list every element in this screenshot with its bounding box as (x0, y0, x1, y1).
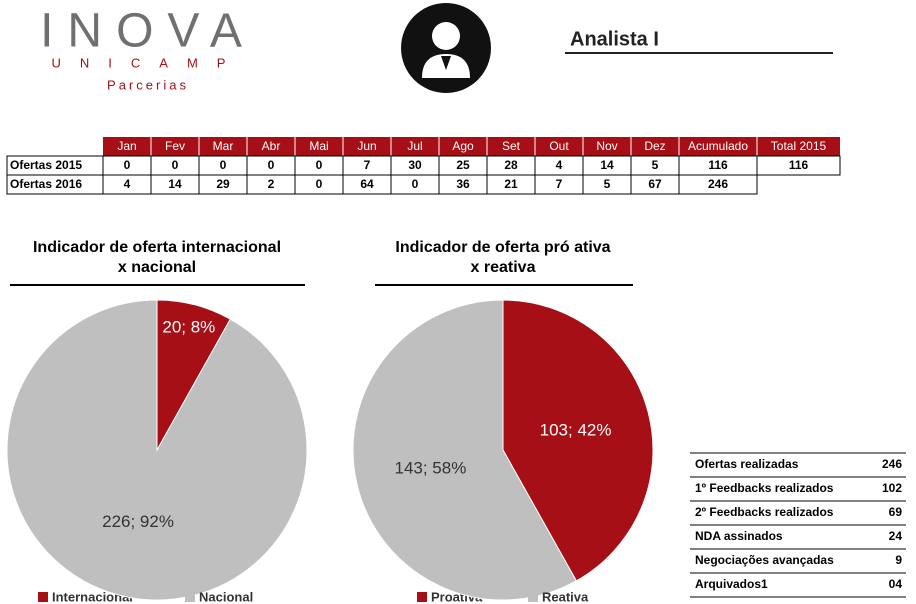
column-header: Jun (357, 139, 376, 153)
cell-value: 116 (789, 158, 809, 172)
summary-value: 246 (882, 457, 902, 471)
cell-value: 0 (220, 158, 227, 172)
cell (678, 174, 758, 195)
column-header: Nov (596, 139, 617, 153)
cell-value: 30 (408, 158, 422, 172)
cell-value: 14 (168, 177, 182, 191)
column-header: Mar (213, 139, 234, 153)
cell-value: 0 (316, 158, 323, 172)
legend-swatch (38, 592, 48, 602)
cell-value: 116 (708, 158, 728, 172)
summary-value: 9 (895, 553, 902, 567)
tagline: Parcerias (107, 77, 189, 92)
column-header: Abr (262, 139, 281, 153)
cell-value: 28 (504, 158, 518, 172)
chart-title: x reativa (471, 259, 536, 276)
summary-label: 2º Feedbacks realizados (695, 505, 834, 519)
summary-value: 04 (889, 577, 903, 591)
legend-swatch (417, 592, 427, 602)
cell-value: 67 (648, 177, 662, 191)
column-header: Acumulado (688, 139, 748, 153)
column-header: Ago (452, 139, 474, 153)
chart-title: x nacional (118, 259, 196, 276)
table-header-bg (103, 137, 840, 156)
legend-swatch (185, 592, 195, 602)
summary-value: 24 (889, 529, 903, 543)
cell-value: 246 (708, 177, 728, 191)
data-label: 143; 58% (395, 458, 467, 477)
chart-title: Indicador de oferta pró ativa (395, 239, 610, 256)
institution: UNICAMP (52, 55, 245, 70)
column-header: Jan (117, 139, 136, 153)
chart-title: Indicador de oferta internacional (33, 239, 281, 256)
cell-value: 0 (268, 158, 275, 172)
summary-label: Negociações avançadas (695, 553, 834, 567)
column-header: Jul (407, 139, 422, 153)
logo: INOVA (40, 5, 256, 58)
legend-label: Reativa (542, 589, 589, 604)
legend-label: Nacional (199, 589, 253, 604)
cell-value: 7 (556, 177, 563, 191)
column-header: Fev (165, 139, 185, 153)
cell-value: 29 (216, 177, 230, 191)
summary-value: 102 (882, 481, 902, 495)
cell-value: 2 (268, 177, 275, 191)
cell-value: 5 (652, 158, 659, 172)
avatar (401, 3, 491, 93)
cell-value: 0 (412, 177, 419, 191)
summary-label: Ofertas realizadas (695, 457, 799, 471)
cell-value: 0 (316, 177, 323, 191)
cell-value: 25 (456, 158, 470, 172)
cell-value: 0 (172, 158, 179, 172)
summary-value: 69 (889, 505, 903, 519)
column-header: Mai (309, 139, 328, 153)
pie-slice (352, 299, 578, 601)
cell (756, 155, 841, 176)
summary-label: 1º Feedbacks realizados (695, 481, 834, 495)
cell-value: 36 (456, 177, 470, 191)
cell-value: 7 (364, 158, 371, 172)
column-header: Out (549, 139, 569, 153)
pie-slice (502, 299, 654, 582)
cell-value: 21 (504, 177, 518, 191)
pie-slice (6, 299, 308, 601)
column-header: Set (502, 139, 521, 153)
cell-value: 14 (600, 158, 614, 172)
legend-swatch (528, 592, 538, 602)
cell-value: 64 (360, 177, 374, 191)
summary-label: NDA assinados (695, 529, 783, 543)
cell-value: 4 (124, 177, 131, 191)
cell-value: 0 (124, 158, 131, 172)
row-label: Ofertas 2015 (10, 158, 82, 172)
row-label: Ofertas 2016 (10, 177, 82, 191)
data-label: 226; 92% (102, 512, 174, 531)
cell-value: 4 (556, 158, 563, 172)
data-label: 20; 8% (162, 318, 215, 337)
data-label: 103; 42% (540, 421, 612, 440)
cell-value: 5 (604, 177, 611, 191)
column-header: Dez (644, 139, 665, 153)
summary-label: Arquivados1 (695, 577, 768, 591)
column-header: Total 2015 (771, 139, 827, 153)
page-title: Analista I (570, 28, 659, 50)
